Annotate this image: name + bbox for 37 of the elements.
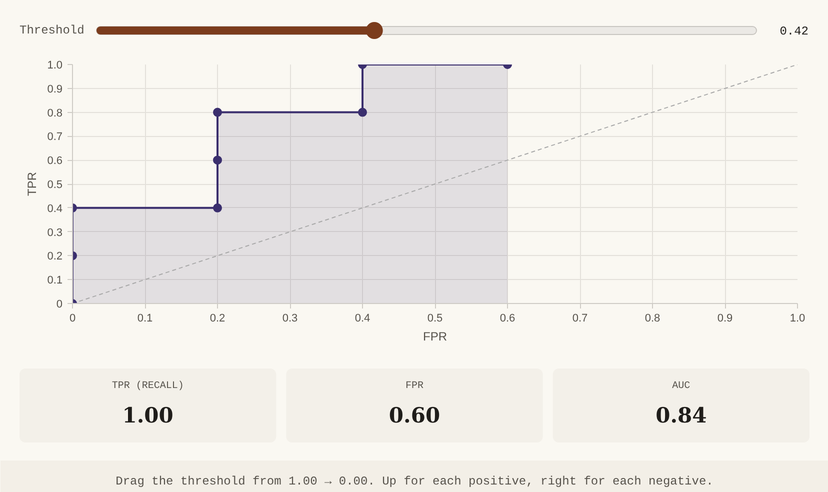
- y-tick-label: 0: [56, 298, 63, 310]
- y-tick-label: 0.7: [47, 131, 63, 144]
- data-label: 1.00: [122, 402, 174, 428]
- y-tick-label: 0.9: [47, 83, 63, 96]
- y-tick-label: 0.4: [47, 202, 63, 215]
- x-tick-label: 0.1: [137, 312, 153, 324]
- x-tick-label: 0.2: [210, 312, 226, 324]
- y-tick-label: 0.1: [47, 274, 63, 287]
- category-label: TPR (RECALL): [112, 380, 184, 392]
- x-tick-label: 0.8: [644, 312, 660, 324]
- x-axis-title: FPR: [423, 330, 448, 344]
- point: [358, 108, 367, 117]
- y-tick-label: 0.2: [47, 250, 63, 263]
- y-tick-label: 0.8: [47, 107, 63, 120]
- y-tick-label: 1.0: [47, 60, 63, 72]
- point: [213, 203, 222, 212]
- x-tick-label: 0.5: [427, 312, 443, 324]
- x-tick-label: 0.9: [717, 312, 733, 324]
- x-tick-label: 0.3: [282, 312, 298, 324]
- y-tick-label: 0.3: [47, 226, 63, 239]
- y-tick-label: 0.5: [47, 179, 63, 191]
- point: [213, 156, 222, 165]
- data-label: 0.84: [656, 402, 707, 428]
- x-tick-label: 0.6: [500, 312, 516, 324]
- text: Threshold: [20, 24, 84, 38]
- x-tick-label: 0: [69, 312, 76, 324]
- category-label: FPR: [406, 381, 424, 392]
- y-tick-label: 0.6: [47, 155, 63, 168]
- x-tick-label: 0.7: [572, 312, 588, 324]
- point: [213, 108, 222, 117]
- data-label: 0.60: [388, 402, 440, 428]
- x-tick-label: 1.0: [790, 312, 806, 324]
- category-label: AUC: [672, 381, 690, 392]
- text: Drag the threshold from 1.00 → 0.00. Up for each positive, right for each negative.: [116, 474, 714, 488]
- y-axis-title: TPR: [25, 172, 40, 196]
- x-tick-label: 0.4: [354, 312, 370, 324]
- data-label: 0.42: [780, 24, 809, 38]
